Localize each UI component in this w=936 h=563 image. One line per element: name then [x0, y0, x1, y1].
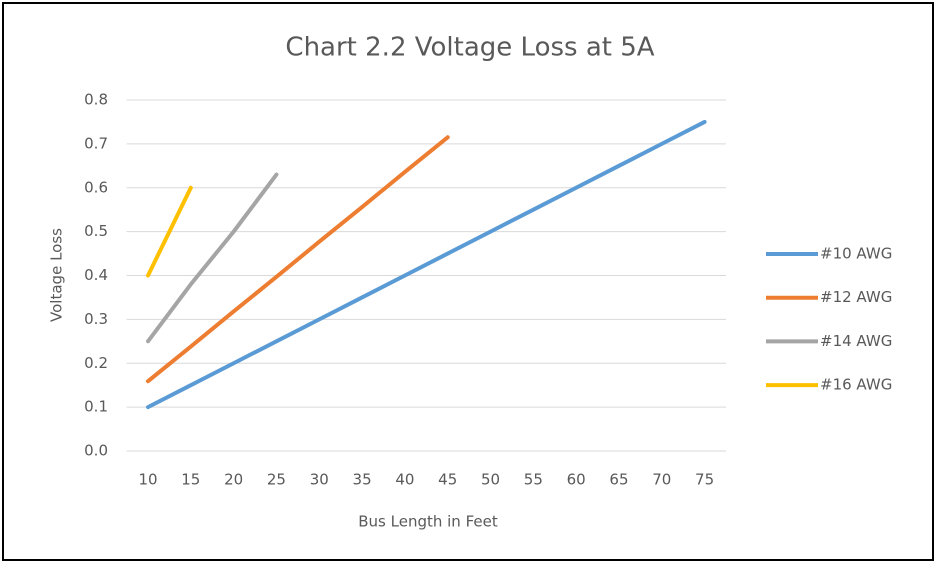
series-line	[146, 135, 450, 384]
y-tick-label: 0.3	[84, 310, 108, 328]
x-tick-label: 20	[224, 471, 243, 489]
legend-label: #12 AWG	[820, 288, 892, 306]
x-tick-label: 35	[353, 471, 372, 489]
y-tick-label: 0.0	[84, 442, 108, 460]
series-line	[146, 172, 279, 344]
x-tick-label: 55	[524, 471, 543, 489]
x-tick-label: 40	[395, 471, 414, 489]
y-tick-label: 0.8	[84, 91, 108, 109]
x-tick-label: 50	[481, 471, 500, 489]
y-tick-label: 0.6	[84, 178, 108, 196]
x-tick-label: 15	[181, 471, 200, 489]
chart-title: Chart 2.2 Voltage Loss at 5A	[285, 33, 654, 63]
x-tick-label: 75	[695, 471, 714, 489]
legend-label: #10 AWG	[820, 245, 892, 263]
y-tick-label: 0.7	[84, 134, 108, 152]
legend-label: #14 AWG	[820, 332, 892, 350]
x-tick-label: 30	[310, 471, 329, 489]
y-axis-label: Voltage Loss	[48, 228, 66, 322]
x-axis-label: Bus Length in Feet	[358, 513, 498, 531]
legend-label: #16 AWG	[820, 376, 892, 394]
x-tick-label: 60	[567, 471, 586, 489]
x-tick-label: 25	[267, 471, 286, 489]
x-tick-label: 70	[652, 471, 671, 489]
y-tick-label: 0.5	[84, 222, 108, 240]
y-tick-label: 0.4	[84, 266, 108, 284]
x-tick-label: 45	[438, 471, 457, 489]
x-tick-label: 10	[138, 471, 157, 489]
y-tick-label: 0.2	[84, 354, 108, 372]
y-tick-label: 0.1	[84, 398, 108, 416]
series-line	[146, 185, 193, 278]
series-line	[146, 119, 707, 410]
x-tick-label: 65	[609, 471, 628, 489]
